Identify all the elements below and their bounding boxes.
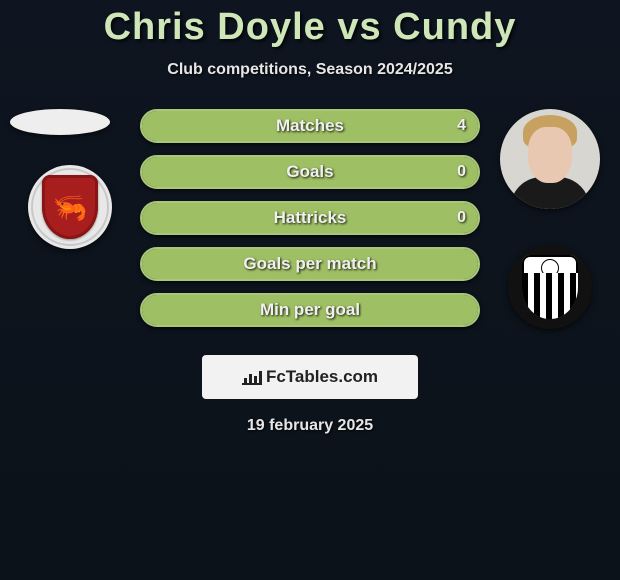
stat-bars: Matches 4 Goals 0 Hattricks 0 Goals per …: [140, 109, 480, 339]
stat-value-right: 4: [457, 117, 466, 135]
comparison-panel: 🦐 Matches 4 Goals 0 Hattricks 0 Goals pe…: [0, 109, 620, 349]
stat-row-mpg: Min per goal: [140, 293, 480, 327]
shrimp-icon: 🦐: [42, 175, 98, 239]
subtitle: Club competitions, Season 2024/2025: [0, 61, 620, 79]
player2-club-badge: [508, 245, 592, 329]
player1-club-badge: 🦐: [28, 165, 112, 249]
brand-text: FcTables.com: [266, 367, 378, 387]
stat-label: Goals: [142, 162, 478, 182]
stat-row-gpm: Goals per match: [140, 247, 480, 281]
player1-avatar: [10, 109, 110, 135]
stat-row-goals: Goals 0: [140, 155, 480, 189]
player2-avatar: [500, 109, 600, 209]
stat-label: Min per goal: [142, 300, 478, 320]
stat-value-right: 0: [457, 163, 466, 181]
brand-badge: FcTables.com: [202, 355, 418, 399]
stat-value-right: 0: [457, 209, 466, 227]
stat-label: Matches: [142, 116, 478, 136]
page-title: Chris Doyle vs Cundy: [0, 0, 620, 49]
stat-label: Goals per match: [142, 254, 478, 274]
stat-row-hattricks: Hattricks 0: [140, 201, 480, 235]
stat-label: Hattricks: [142, 208, 478, 228]
chart-icon: [242, 369, 262, 385]
stripes-icon: [522, 255, 578, 319]
stat-row-matches: Matches 4: [140, 109, 480, 143]
date-label: 19 february 2025: [0, 417, 620, 435]
